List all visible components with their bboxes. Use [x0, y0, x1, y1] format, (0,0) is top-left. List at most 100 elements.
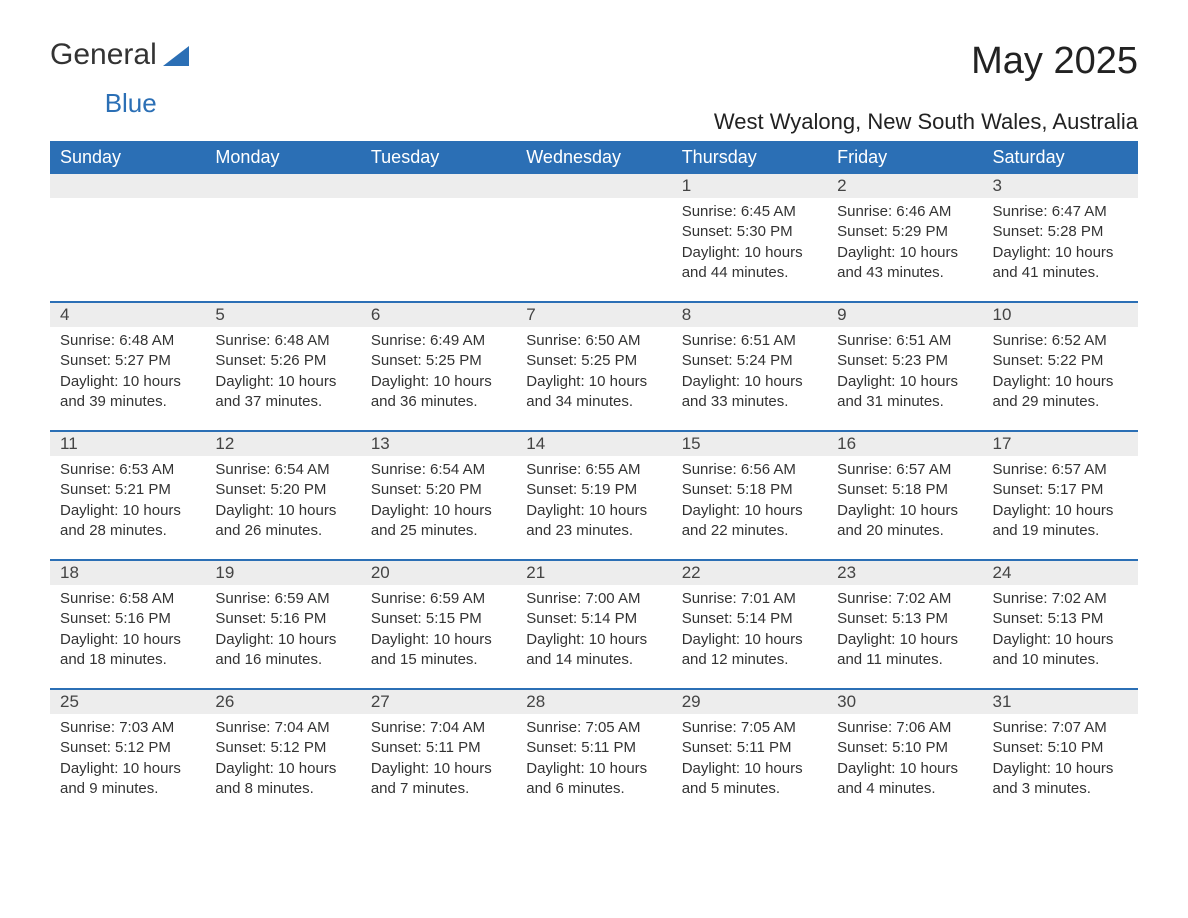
daylight-line: Daylight: 10 hours and 7 minutes.: [371, 759, 506, 800]
sunset-line: Sunset: 5:16 PM: [60, 609, 195, 629]
day-detail-cell: [361, 198, 516, 302]
sunrise-line: Sunrise: 7:01 AM: [682, 589, 817, 609]
week-detail-row: Sunrise: 6:45 AMSunset: 5:30 PMDaylight:…: [50, 198, 1138, 302]
daylight-line: Daylight: 10 hours and 23 minutes.: [526, 501, 661, 542]
week-daynum-row: 25262728293031: [50, 689, 1138, 714]
day-number-cell: 11: [50, 431, 205, 456]
sunrise-line: Sunrise: 6:46 AM: [837, 202, 972, 222]
sunrise-line: Sunrise: 6:52 AM: [993, 331, 1128, 351]
sunrise-line: Sunrise: 6:45 AM: [682, 202, 817, 222]
sunrise-line: Sunrise: 7:04 AM: [215, 718, 350, 738]
sunrise-line: Sunrise: 6:54 AM: [215, 460, 350, 480]
day-number-cell: 19: [205, 560, 360, 585]
sunset-line: Sunset: 5:21 PM: [60, 480, 195, 500]
sunrise-line: Sunrise: 6:50 AM: [526, 331, 661, 351]
day-number-cell: [361, 174, 516, 198]
dayhdr-sun: Sunday: [50, 141, 205, 174]
sunrise-line: Sunrise: 6:59 AM: [215, 589, 350, 609]
day-number-cell: 7: [516, 302, 671, 327]
sunset-line: Sunset: 5:13 PM: [993, 609, 1128, 629]
sunset-line: Sunset: 5:12 PM: [215, 738, 350, 758]
sunrise-line: Sunrise: 6:58 AM: [60, 589, 195, 609]
day-detail-cell: Sunrise: 6:59 AMSunset: 5:15 PMDaylight:…: [361, 585, 516, 689]
day-number-cell: [50, 174, 205, 198]
sunset-line: Sunset: 5:18 PM: [837, 480, 972, 500]
sunset-line: Sunset: 5:28 PM: [993, 222, 1128, 242]
logo-blue: Blue: [105, 88, 157, 118]
day-number-cell: 27: [361, 689, 516, 714]
sunset-line: Sunset: 5:11 PM: [526, 738, 661, 758]
day-number-cell: 30: [827, 689, 982, 714]
sunset-line: Sunset: 5:13 PM: [837, 609, 972, 629]
daylight-line: Daylight: 10 hours and 29 minutes.: [993, 372, 1128, 413]
sunset-line: Sunset: 5:24 PM: [682, 351, 817, 371]
day-number-cell: 5: [205, 302, 360, 327]
daylight-line: Daylight: 10 hours and 28 minutes.: [60, 501, 195, 542]
daylight-line: Daylight: 10 hours and 25 minutes.: [371, 501, 506, 542]
week-detail-row: Sunrise: 7:03 AMSunset: 5:12 PMDaylight:…: [50, 714, 1138, 817]
week-daynum-row: 123: [50, 174, 1138, 198]
sunset-line: Sunset: 5:30 PM: [682, 222, 817, 242]
day-number-cell: 2: [827, 174, 982, 198]
sunset-line: Sunset: 5:26 PM: [215, 351, 350, 371]
daylight-line: Daylight: 10 hours and 12 minutes.: [682, 630, 817, 671]
day-detail-cell: Sunrise: 6:59 AMSunset: 5:16 PMDaylight:…: [205, 585, 360, 689]
daylight-line: Daylight: 10 hours and 15 minutes.: [371, 630, 506, 671]
day-detail-cell: Sunrise: 6:53 AMSunset: 5:21 PMDaylight:…: [50, 456, 205, 560]
dayhdr-wed: Wednesday: [516, 141, 671, 174]
day-number-cell: 13: [361, 431, 516, 456]
daylight-line: Daylight: 10 hours and 9 minutes.: [60, 759, 195, 800]
sunset-line: Sunset: 5:16 PM: [215, 609, 350, 629]
sunrise-line: Sunrise: 6:57 AM: [993, 460, 1128, 480]
sunrise-line: Sunrise: 7:04 AM: [371, 718, 506, 738]
day-detail-cell: Sunrise: 6:47 AMSunset: 5:28 PMDaylight:…: [983, 198, 1138, 302]
day-number-cell: 22: [672, 560, 827, 585]
dayhdr-thu: Thursday: [672, 141, 827, 174]
sunset-line: Sunset: 5:14 PM: [682, 609, 817, 629]
sunrise-line: Sunrise: 7:00 AM: [526, 589, 661, 609]
daylight-line: Daylight: 10 hours and 14 minutes.: [526, 630, 661, 671]
day-number-cell: 3: [983, 174, 1138, 198]
sunrise-line: Sunrise: 6:47 AM: [993, 202, 1128, 222]
daylight-line: Daylight: 10 hours and 6 minutes.: [526, 759, 661, 800]
day-number-cell: 15: [672, 431, 827, 456]
sunset-line: Sunset: 5:10 PM: [993, 738, 1128, 758]
day-number-cell: 25: [50, 689, 205, 714]
day-detail-cell: Sunrise: 6:57 AMSunset: 5:18 PMDaylight:…: [827, 456, 982, 560]
sunset-line: Sunset: 5:17 PM: [993, 480, 1128, 500]
day-detail-cell: Sunrise: 7:00 AMSunset: 5:14 PMDaylight:…: [516, 585, 671, 689]
sunrise-line: Sunrise: 6:48 AM: [215, 331, 350, 351]
daylight-line: Daylight: 10 hours and 44 minutes.: [682, 243, 817, 284]
day-detail-cell: Sunrise: 6:49 AMSunset: 5:25 PMDaylight:…: [361, 327, 516, 431]
sunset-line: Sunset: 5:25 PM: [526, 351, 661, 371]
logo-general: General: [50, 38, 157, 71]
daylight-line: Daylight: 10 hours and 43 minutes.: [837, 243, 972, 284]
calendar-table: Sunday Monday Tuesday Wednesday Thursday…: [50, 141, 1138, 817]
day-number-cell: 16: [827, 431, 982, 456]
day-number-cell: 18: [50, 560, 205, 585]
daylight-line: Daylight: 10 hours and 37 minutes.: [215, 372, 350, 413]
day-detail-cell: Sunrise: 6:45 AMSunset: 5:30 PMDaylight:…: [672, 198, 827, 302]
day-number-cell: 26: [205, 689, 360, 714]
day-number-cell: 20: [361, 560, 516, 585]
day-detail-cell: [516, 198, 671, 302]
day-number-cell: 24: [983, 560, 1138, 585]
day-detail-cell: Sunrise: 7:03 AMSunset: 5:12 PMDaylight:…: [50, 714, 205, 817]
sunset-line: Sunset: 5:15 PM: [371, 609, 506, 629]
daylight-line: Daylight: 10 hours and 3 minutes.: [993, 759, 1128, 800]
day-detail-cell: Sunrise: 6:50 AMSunset: 5:25 PMDaylight:…: [516, 327, 671, 431]
daylight-line: Daylight: 10 hours and 26 minutes.: [215, 501, 350, 542]
daylight-line: Daylight: 10 hours and 8 minutes.: [215, 759, 350, 800]
day-detail-cell: Sunrise: 7:05 AMSunset: 5:11 PMDaylight:…: [672, 714, 827, 817]
header: General Blue May 2025: [50, 40, 1138, 101]
sunset-line: Sunset: 5:18 PM: [682, 480, 817, 500]
sunrise-line: Sunrise: 6:54 AM: [371, 460, 506, 480]
sunset-line: Sunset: 5:12 PM: [60, 738, 195, 758]
sunset-line: Sunset: 5:14 PM: [526, 609, 661, 629]
daylight-line: Daylight: 10 hours and 19 minutes.: [993, 501, 1128, 542]
logo: General Blue: [50, 40, 189, 101]
sunrise-line: Sunrise: 7:07 AM: [993, 718, 1128, 738]
week-daynum-row: 45678910: [50, 302, 1138, 327]
day-number-cell: 29: [672, 689, 827, 714]
sunrise-line: Sunrise: 7:05 AM: [526, 718, 661, 738]
